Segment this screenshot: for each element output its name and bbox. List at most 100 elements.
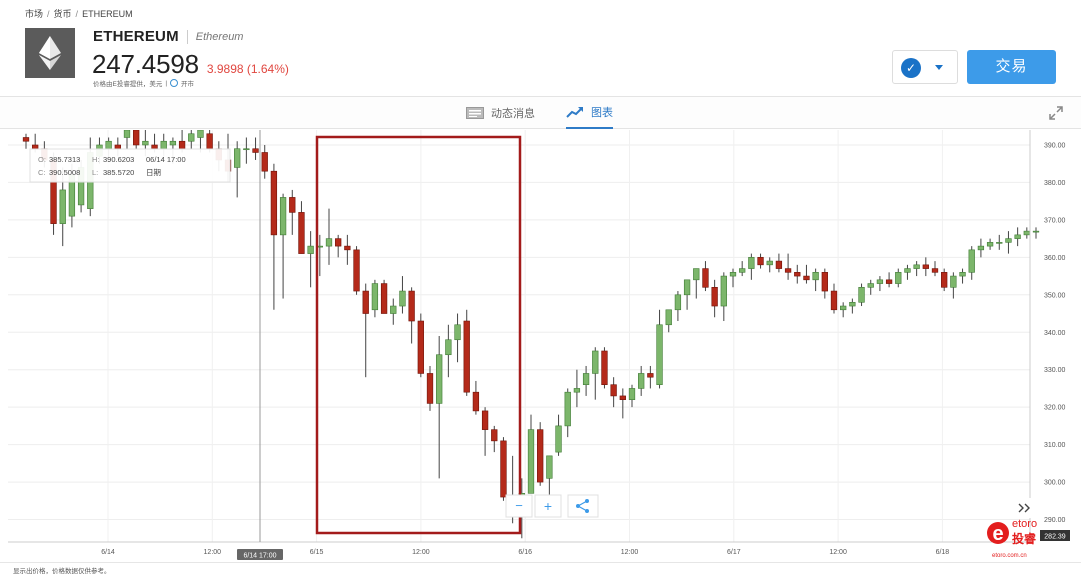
svg-text:282.39: 282.39 xyxy=(1044,534,1066,541)
candle-up xyxy=(766,260,773,266)
candle-down xyxy=(610,384,617,397)
candle-down xyxy=(206,133,213,150)
candle-down xyxy=(619,395,626,400)
market-status: 开市 xyxy=(181,81,195,88)
candle-down xyxy=(178,140,186,150)
zoom-out-button[interactable]: − xyxy=(505,494,533,518)
candle-down xyxy=(931,268,939,273)
ohlc-tooltip: O: 385.7313 H: 390.6203 06/14 17:00 C: 3… xyxy=(29,148,231,183)
candle-down xyxy=(702,268,709,288)
tab-bar: 动态消息 图表 xyxy=(0,96,1081,129)
candle-up xyxy=(656,324,663,385)
price-change: 3.9898 (1.64%) xyxy=(206,62,289,76)
y-tick-label: 350.00 xyxy=(1044,292,1066,299)
tab-chart-label: 图表 xyxy=(591,107,613,119)
candle-down xyxy=(252,148,259,153)
candle-down xyxy=(537,429,544,483)
svg-text:投睿: 投睿 xyxy=(1012,531,1037,546)
breadcrumb-separator: / xyxy=(47,8,50,19)
candle-down xyxy=(22,137,30,142)
breadcrumb-currencies[interactable]: 货币 xyxy=(53,9,72,19)
x-tick-label: 6/15 xyxy=(310,549,324,556)
candle-up xyxy=(582,373,590,385)
instrument-header: ETHEREUM Ethereum 247.4598 3.9898 (1.64%… xyxy=(0,20,1081,96)
clock-icon xyxy=(170,79,179,87)
svg-text:385.5720: 385.5720 xyxy=(103,168,134,177)
x-tick-label: 6/18 xyxy=(936,549,950,556)
breadcrumb-current: ETHEREUM xyxy=(82,8,133,19)
candle-up xyxy=(279,197,287,236)
y-tick-label: 340.00 xyxy=(1044,330,1066,337)
expand-icon[interactable] xyxy=(1049,106,1063,120)
candle-down xyxy=(922,264,929,269)
candle-up xyxy=(895,272,902,284)
x-tick-label: 6/17 xyxy=(727,549,741,556)
candle-down xyxy=(463,320,470,393)
candle-down xyxy=(426,373,434,404)
x-tick-label: 12:00 xyxy=(412,549,430,556)
current-price-tag: 282.39 xyxy=(1040,530,1070,541)
y-axis: 390.00 380.00 370.00 360.00 350.00 340.00 330.… xyxy=(1029,130,1066,542)
candle-up xyxy=(325,238,333,247)
candle-up xyxy=(546,455,553,479)
scroll-right-button[interactable] xyxy=(1012,498,1036,518)
candle-up xyxy=(638,373,645,389)
candle-down xyxy=(344,245,351,251)
instrument-name-row: ETHEREUM Ethereum xyxy=(93,28,243,45)
candle-up xyxy=(840,305,847,311)
trade-button[interactable]: 交易 xyxy=(967,50,1056,84)
y-tick-label: 320.00 xyxy=(1044,405,1066,412)
candle-down xyxy=(261,152,268,172)
candle-down xyxy=(417,320,424,374)
chevron-down-icon[interactable] xyxy=(935,65,943,70)
candle-down xyxy=(491,429,498,442)
candle-up xyxy=(858,287,865,303)
candle-down xyxy=(289,197,296,213)
svg-text:−: − xyxy=(515,498,523,513)
candle-up xyxy=(371,283,379,311)
candle-up xyxy=(399,290,406,307)
price-row: 247.4598 3.9898 (1.64%) xyxy=(92,49,289,80)
candle-up xyxy=(996,242,1003,244)
y-tick-label: 310.00 xyxy=(1044,442,1066,449)
divider xyxy=(186,29,188,44)
zoom-in-button[interactable]: + xyxy=(534,494,562,518)
svg-text:390.5008: 390.5008 xyxy=(49,168,80,177)
svg-text:06/14 17:00: 06/14 17:00 xyxy=(146,155,186,164)
candle-up xyxy=(748,257,755,269)
candle-down xyxy=(784,268,792,273)
footer-note: 显示出价格，价格数据仅供参考。 xyxy=(13,568,111,575)
tab-news[interactable]: 动态消息 xyxy=(466,97,535,129)
candle-up xyxy=(123,130,131,138)
x-tick-label: 12:00 xyxy=(204,549,222,556)
instrument-price: 247.4598 xyxy=(92,49,199,79)
svg-text:etoro.com.cn: etoro.com.cn xyxy=(992,553,1027,559)
candle-up xyxy=(959,272,966,277)
candle-up xyxy=(197,130,204,138)
candle-up xyxy=(986,242,994,247)
y-tick-label: 390.00 xyxy=(1044,142,1066,149)
svg-text:e: e xyxy=(992,523,1003,545)
candle-up xyxy=(160,140,167,150)
svg-text:日期: 日期 xyxy=(146,168,161,177)
candle-up xyxy=(169,140,177,146)
svg-text:H:: H: xyxy=(92,155,100,164)
candle-up xyxy=(105,140,112,150)
candle-up xyxy=(59,189,66,224)
x-tick-label: 12:00 xyxy=(621,549,639,556)
candle-up xyxy=(674,294,682,311)
candle-down xyxy=(500,440,507,498)
candle-up xyxy=(968,249,975,273)
price-source-note: 价格由E投睿提供，美元 xyxy=(93,81,163,88)
candle-down xyxy=(941,272,948,288)
candle-down xyxy=(408,290,415,322)
candle-up xyxy=(693,268,700,281)
tab-chart[interactable]: 图表 xyxy=(566,97,613,129)
svg-text:O:: O: xyxy=(38,155,46,164)
price-chart[interactable]: 390.00 380.00 370.00 360.00 350.00 340.00 330.… xyxy=(8,130,1070,562)
candle-up xyxy=(812,272,819,281)
share-button[interactable] xyxy=(567,494,599,518)
breadcrumb-markets[interactable]: 市场 xyxy=(25,9,44,19)
breadcrumb-separator: / xyxy=(75,8,79,19)
watchlist-button[interactable]: ✓ xyxy=(892,50,958,84)
